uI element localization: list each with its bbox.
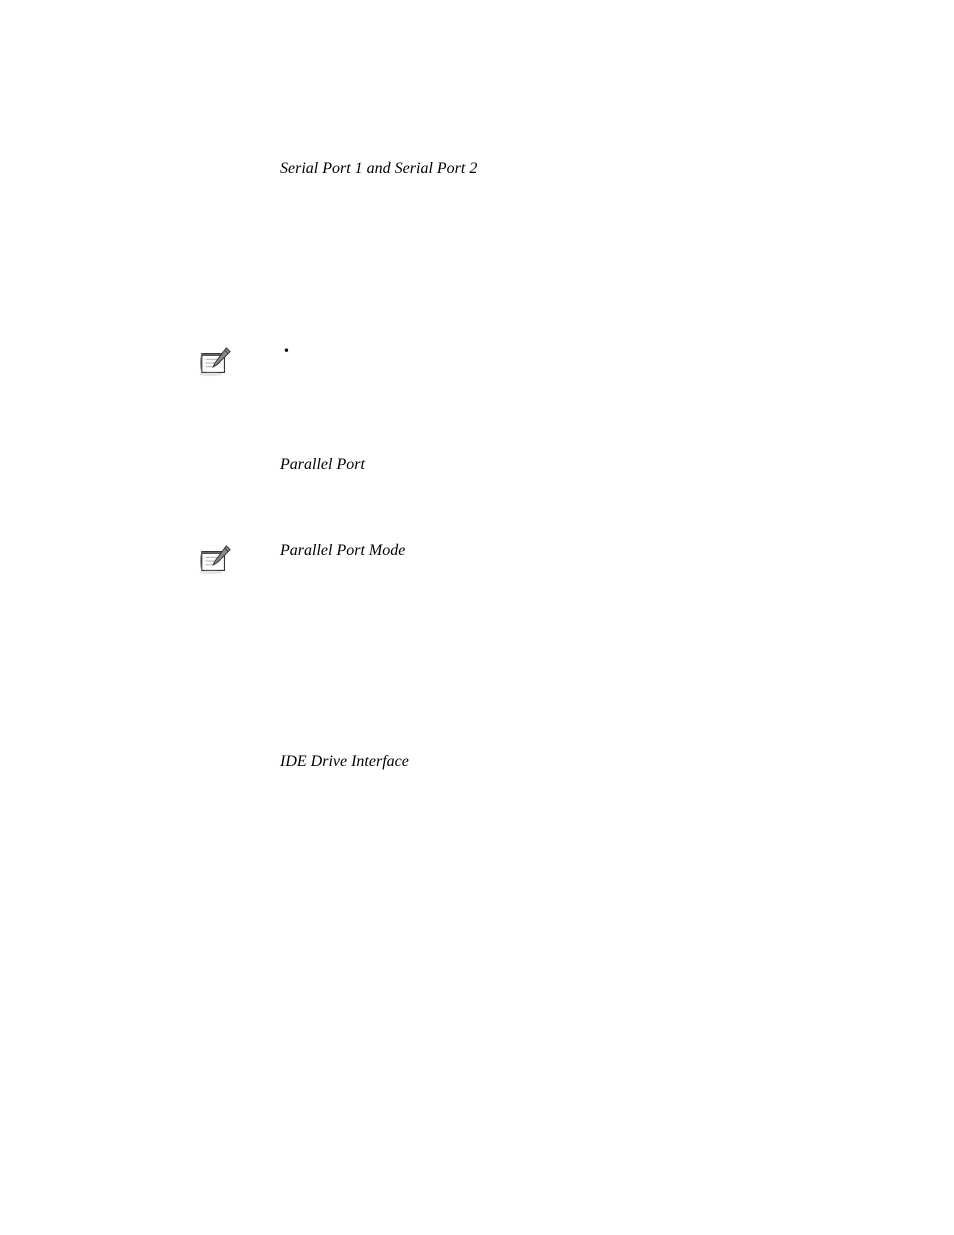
- spacer: [200, 376, 854, 456]
- parallel-port-mode-section: Parallel Port Mode: [280, 542, 854, 733]
- ide-drive-section: IDE Drive Interface: [280, 753, 854, 771]
- serial-port-heading: Serial Port 1 and Serial Port 2: [280, 160, 854, 178]
- spacer: [280, 482, 854, 522]
- serial-port-section: Serial Port 1 and Serial Port 2: [280, 160, 854, 316]
- parallel-port-heading: Parallel Port: [280, 456, 854, 474]
- spacer: [280, 568, 854, 733]
- spacer: [280, 186, 854, 316]
- note-pencil-icon: [196, 544, 234, 578]
- parallel-port-mode-heading: Parallel Port Mode: [280, 542, 854, 560]
- note-pencil-icon: [196, 346, 234, 380]
- ide-drive-heading: IDE Drive Interface: [280, 753, 854, 771]
- parallel-port-section: Parallel Port: [280, 456, 854, 522]
